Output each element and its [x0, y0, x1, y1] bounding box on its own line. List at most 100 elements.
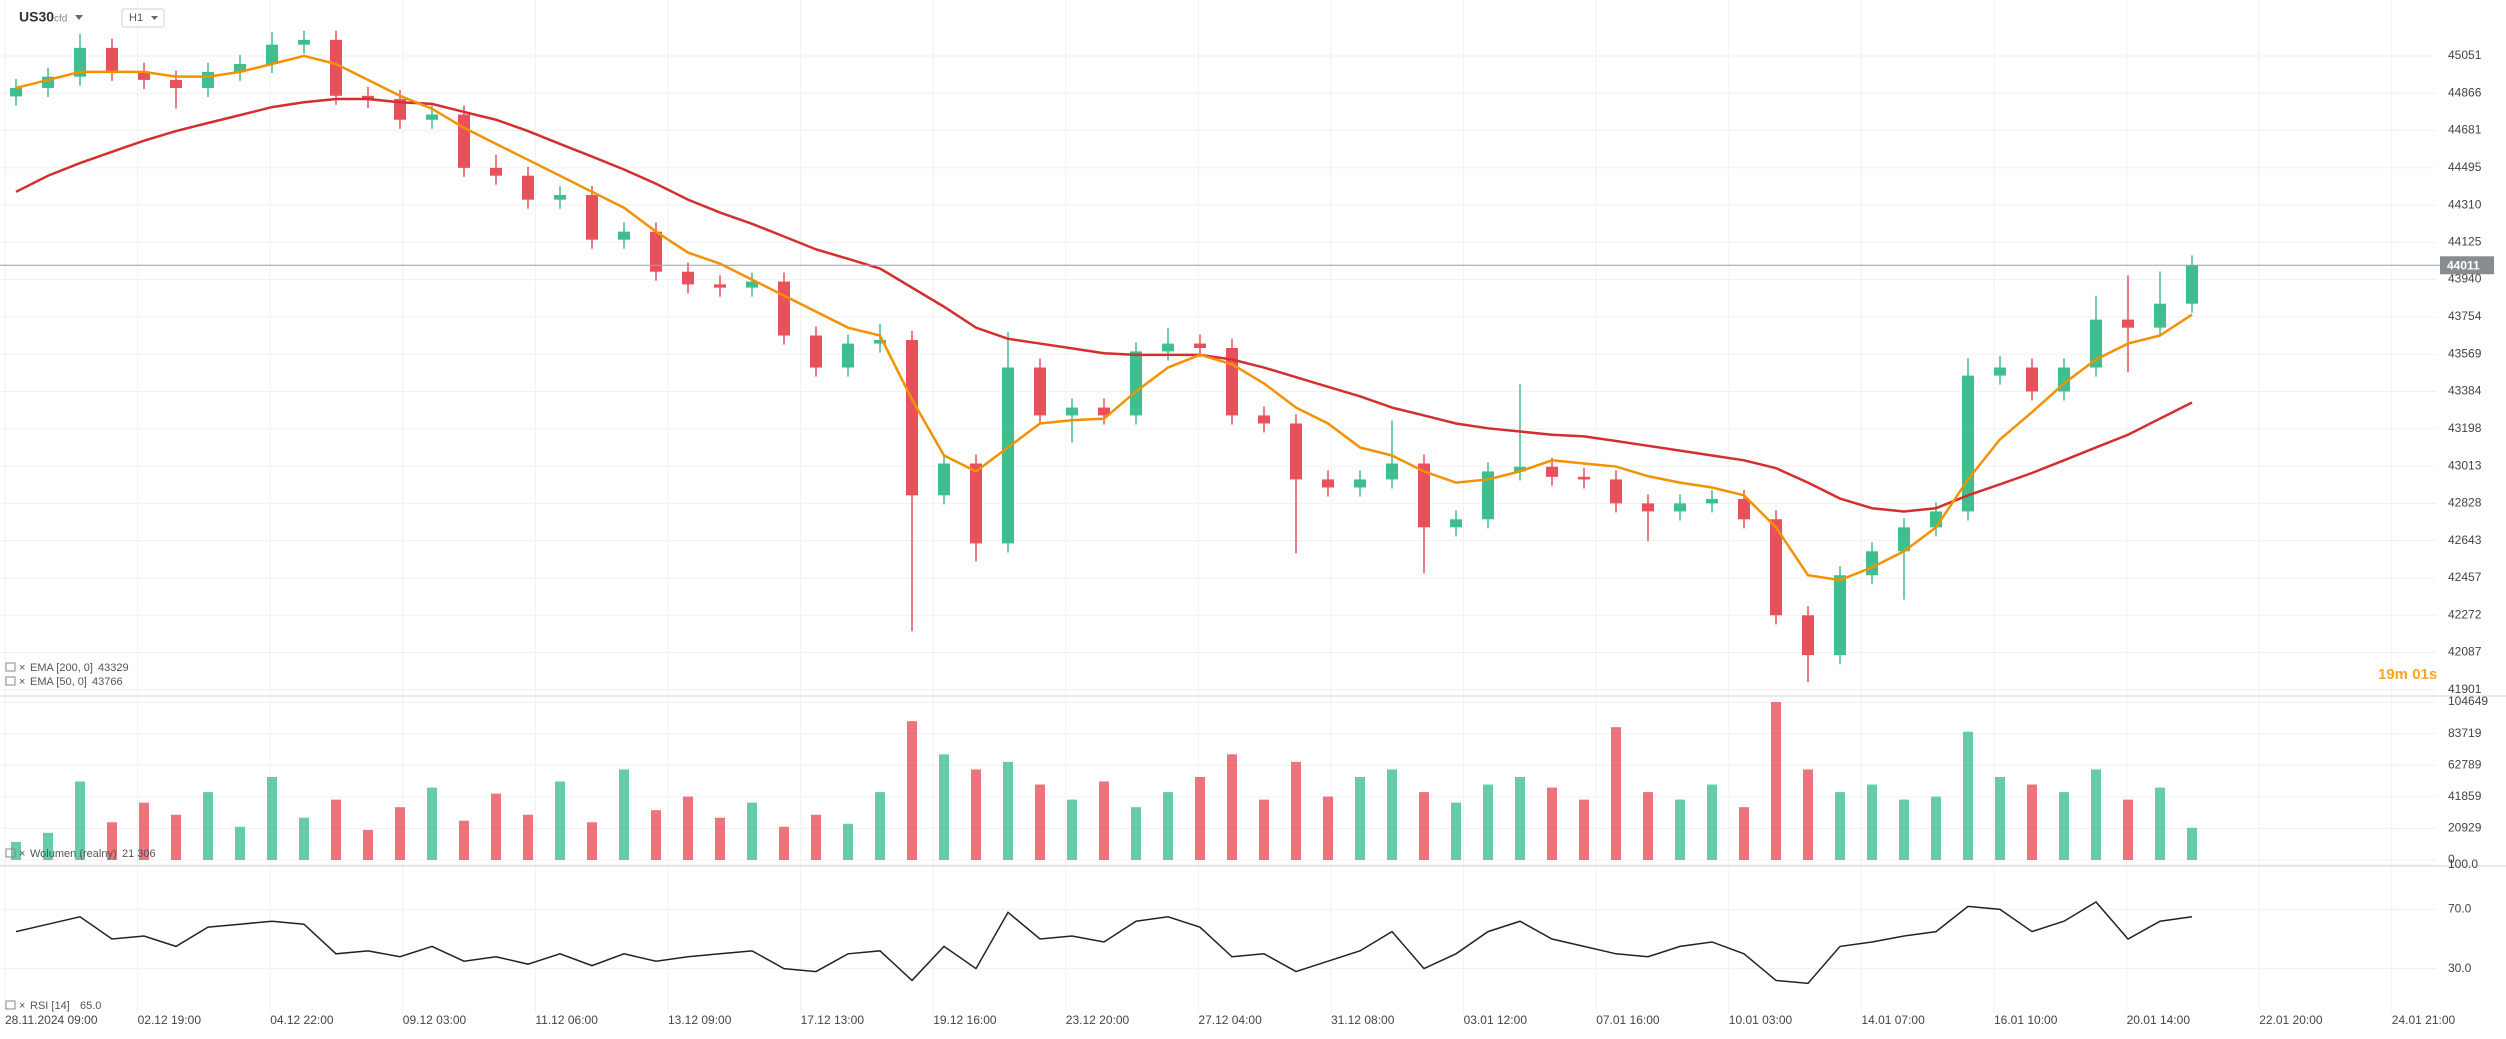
volume-bar: [683, 796, 693, 860]
volume-bar: [1867, 784, 1877, 860]
timeframe-button[interactable]: [121, 8, 165, 28]
legend-x[interactable]: ×: [19, 848, 25, 860]
candle-body: [1098, 407, 1110, 416]
timeframe[interactable]: H1: [129, 12, 143, 24]
candle-body: [522, 175, 534, 200]
y-tick-label: 42643: [2448, 533, 2482, 547]
candle-body: [42, 76, 54, 88]
legend-icon[interactable]: [5, 848, 16, 858]
candle-body: [426, 114, 438, 120]
x-tick-label: 11.12 06:00: [535, 1013, 598, 1027]
y-tick-label: 30.0: [2448, 961, 2472, 975]
volume-bar: [1259, 799, 1269, 860]
candle-body: [874, 339, 886, 344]
candle-body: [2026, 367, 2038, 392]
volume-bar: [43, 832, 53, 860]
candle-body: [618, 231, 630, 240]
candle-body: [234, 64, 246, 72]
candle-body: [1034, 367, 1046, 416]
volume-bar: [1227, 754, 1237, 860]
candle-body: [1770, 519, 1782, 616]
candle-body: [1610, 479, 1622, 504]
candle-body: [554, 195, 566, 200]
y-tick-label: 44125: [2448, 235, 2482, 249]
y-tick-label: 41901: [2448, 682, 2482, 696]
price-legend: × EMA [200, 0] 43329 × EMA [50, 0] 43766: [5, 662, 129, 688]
volume-bar: [1163, 792, 1173, 860]
candle-countdown: 19m 01s: [2378, 666, 2437, 683]
volume-bar: [1291, 761, 1301, 860]
candle-body: [778, 281, 790, 336]
volume-bar: [203, 792, 213, 860]
candle-body: [170, 79, 182, 88]
x-tick-label: 28.11.2024 09:00: [5, 1013, 98, 1027]
y-tick-label: 100.0: [2448, 857, 2478, 871]
y-tick-label: 0: [2448, 852, 2455, 866]
candle-body: [10, 87, 22, 97]
y-tick-label: 43754: [2448, 309, 2482, 323]
y-tick-label: 43198: [2448, 421, 2482, 435]
legend-x[interactable]: ×: [19, 1000, 25, 1012]
y-tick-label: 42828: [2448, 496, 2482, 510]
candle-body: [138, 71, 150, 80]
candle-body: [74, 47, 86, 77]
plot-layer: [0, 30, 2440, 985]
candle-body: [1258, 415, 1270, 424]
volume-bar: [1675, 799, 1685, 860]
volume-bar: [2187, 827, 2197, 860]
y-tick-label: 44866: [2448, 85, 2482, 99]
y-tick-label: 42272: [2448, 607, 2482, 621]
volume-bar: [1707, 784, 1717, 860]
y-tick-label: 104649: [2448, 694, 2488, 708]
legend-icon[interactable]: [5, 662, 16, 672]
candle-body: [682, 271, 694, 285]
volume-bar: [2091, 769, 2101, 860]
legend-icon[interactable]: [5, 676, 16, 686]
x-tick-label: 02.12 19:00: [138, 1013, 202, 1027]
x-tick-label: 09.12 03:00: [403, 1013, 467, 1027]
volume-bar: [1899, 799, 1909, 860]
y-tick-label: 44310: [2448, 197, 2482, 211]
volume-bar: [459, 820, 469, 860]
legend-x[interactable]: ×: [19, 676, 25, 688]
volume-bar: [1579, 799, 1589, 860]
candle-body: [1322, 479, 1334, 488]
symbol[interactable]: US30: [19, 9, 54, 25]
candle-body: [714, 284, 726, 288]
volume-bar: [1387, 769, 1397, 860]
legend-x[interactable]: ×: [19, 662, 25, 674]
current-price-label: 44011: [2447, 258, 2480, 272]
candle-body: [906, 339, 918, 496]
volume-bar: [619, 769, 629, 860]
candle-body: [1162, 343, 1174, 352]
rsi-line: [15, 901, 2193, 985]
volume-bar: [1323, 796, 1333, 860]
ema-line: [15, 54, 2193, 582]
candle-body: [298, 39, 310, 45]
volume-bar: [1099, 781, 1109, 860]
volume-bar: [1803, 769, 1813, 860]
symbol-dropdown[interactable]: [75, 15, 83, 20]
volume-bar: [747, 802, 757, 860]
x-tick-label: 24.01 21:00: [2392, 1013, 2456, 1027]
volume-bar: [939, 754, 949, 860]
volume-bar: [1931, 796, 1941, 860]
volume-bar: [11, 841, 21, 860]
timeframe-dropdown: [151, 16, 158, 20]
x-tick-label: 27.12 04:00: [1198, 1013, 1262, 1027]
volume-bar: [1355, 776, 1365, 860]
candle-body: [970, 463, 982, 544]
rsi-legend: × RSI [14] 65.0: [5, 1000, 101, 1012]
x-tick-label: 03.01 12:00: [1464, 1013, 1528, 1027]
candle-body: [1354, 479, 1366, 488]
x-tick-label: 04.12 22:00: [270, 1013, 334, 1027]
volume-bar: [1611, 727, 1621, 860]
candle-body: [1866, 551, 1878, 576]
volume-bar: [2155, 787, 2165, 860]
instrument-type: cfd: [54, 14, 67, 25]
legend-icon[interactable]: [5, 1000, 16, 1010]
volume-bar: [651, 810, 661, 860]
